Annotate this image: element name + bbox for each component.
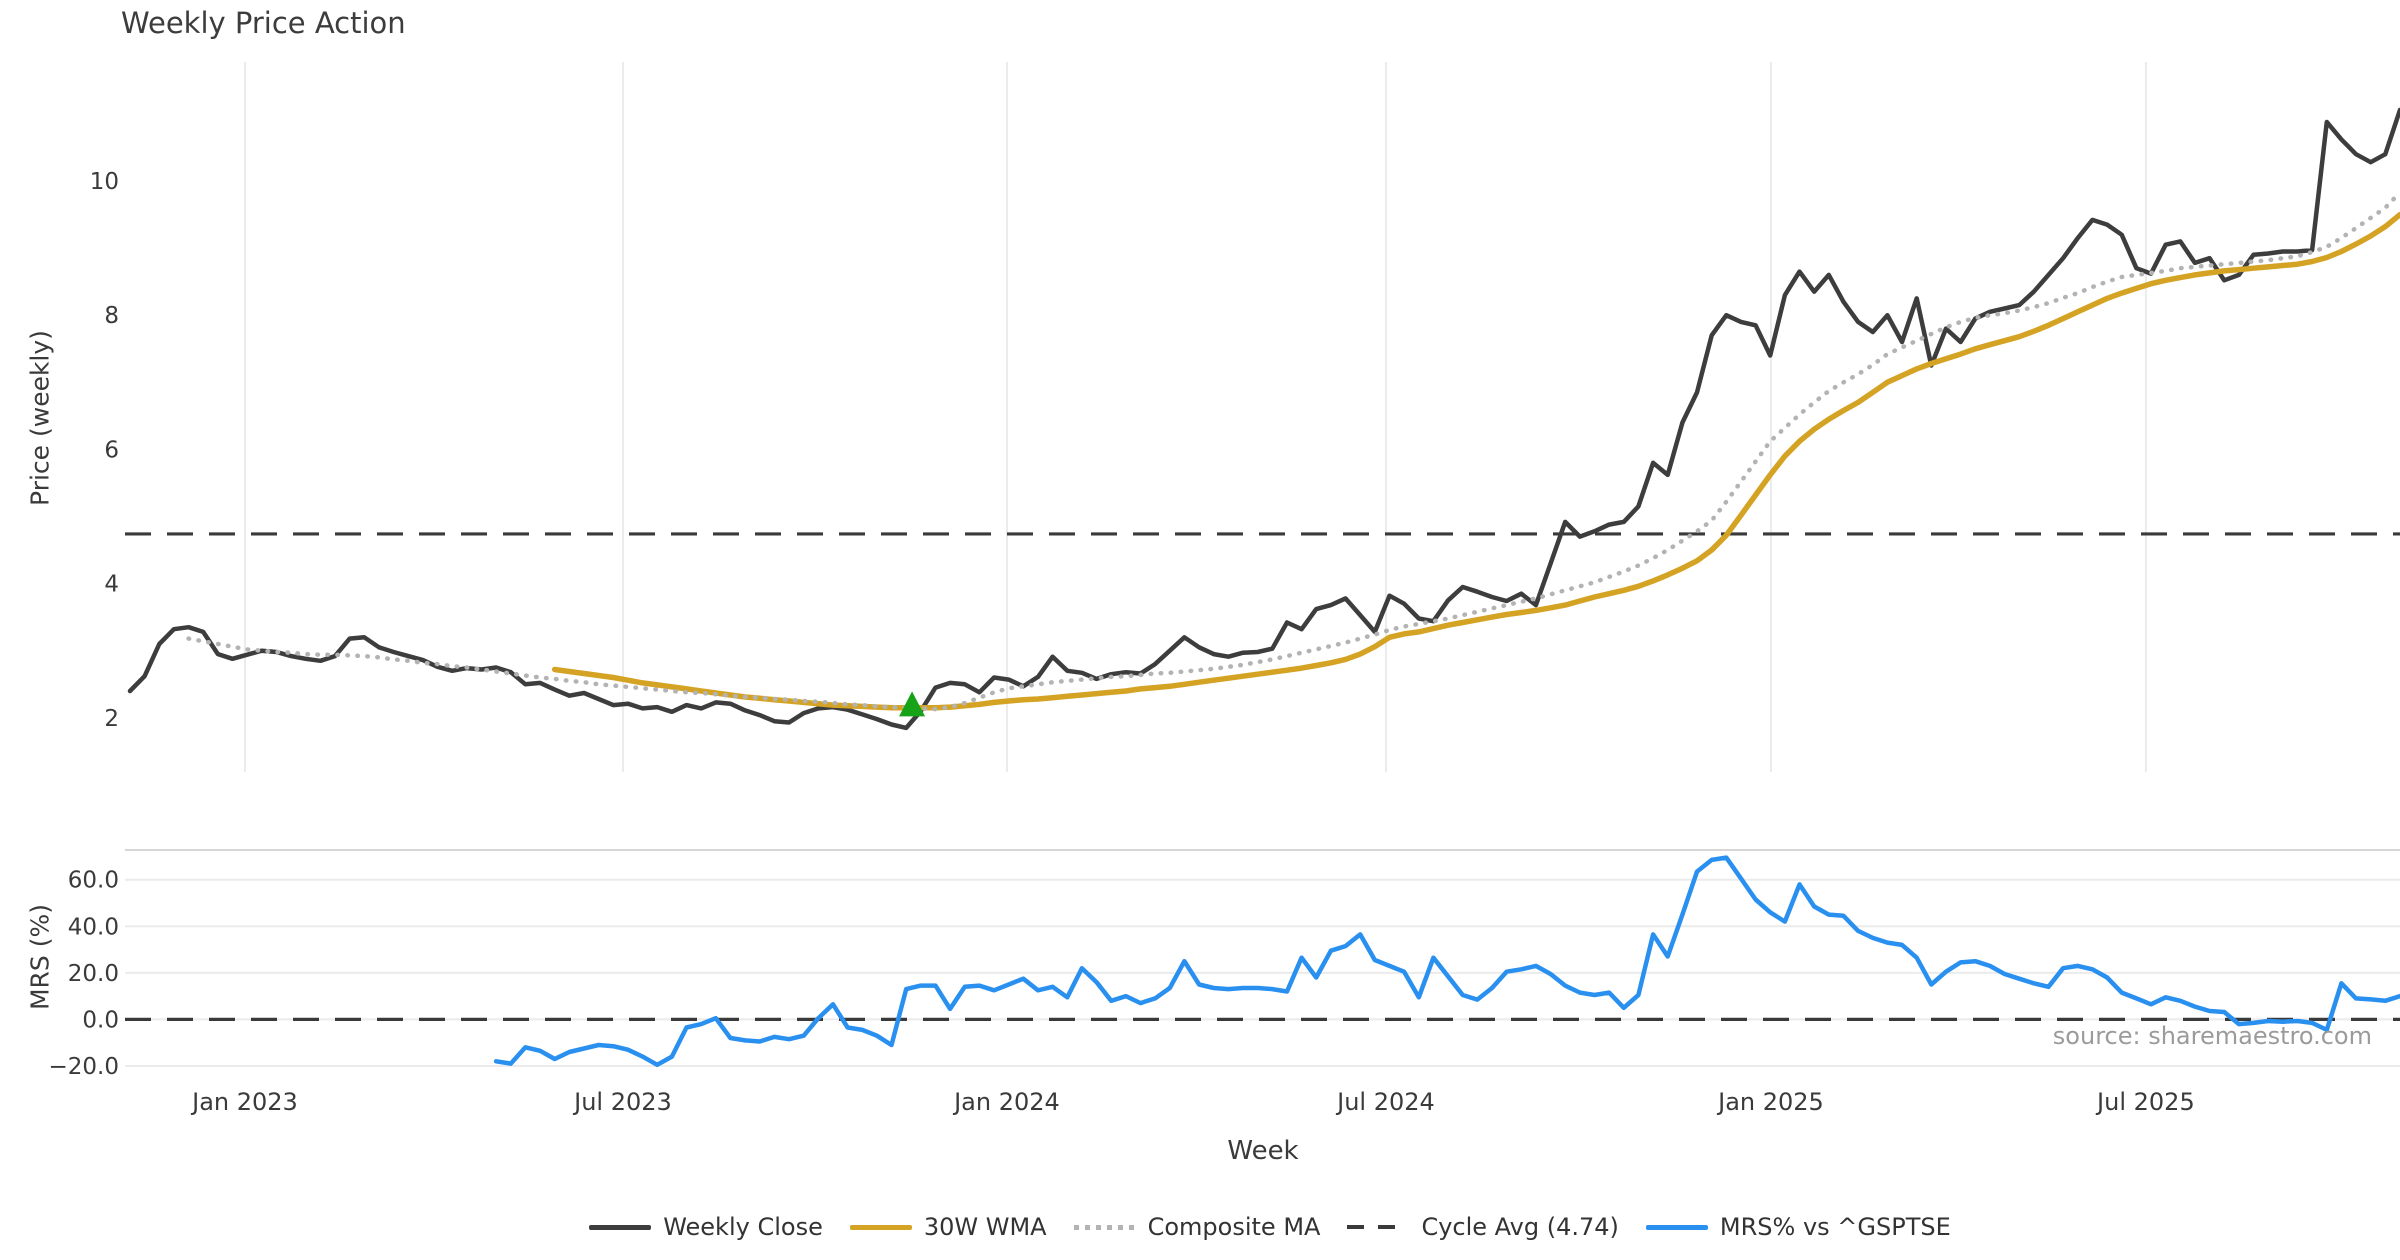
legend-item-30w-wma: 30W WMA: [849, 1213, 1047, 1241]
mrs-tick-label: 20.0: [68, 961, 119, 987]
composite-ma-swatch-icon: [1073, 1224, 1136, 1230]
buy-signal-marker-icon: [899, 691, 926, 717]
cycle-avg-swatch-icon: [1347, 1225, 1410, 1229]
legend-label: MRS% vs ^GSPTSE: [1719, 1213, 1951, 1241]
chart-title: Weekly Price Action: [121, 6, 406, 40]
wma-line: [551, 211, 2400, 711]
legend-label: Composite MA: [1147, 1213, 1321, 1241]
price-axis-label: Price (weekly): [25, 330, 55, 506]
mrs-tick-label: −20.0: [49, 1054, 119, 1080]
mrs-axis-label: MRS (%): [25, 903, 55, 1011]
x-tick-label: Jul 2025: [2095, 1088, 2195, 1116]
composite-ma-line: [186, 190, 2400, 712]
legend-item-mrs: MRS% vs ^GSPTSE: [1645, 1213, 1951, 1241]
legend: Weekly Close 30W WMA Composite MA Cycle …: [0, 1213, 2400, 1241]
mrs-line: [493, 855, 2400, 1068]
wma-swatch-icon: [849, 1224, 912, 1230]
x-tick-label: Jan 2024: [952, 1088, 1060, 1116]
weekly-close-line: [127, 107, 2400, 731]
legend-item-weekly-close: Weekly Close: [589, 1213, 823, 1241]
legend-label: 30W WMA: [923, 1213, 1047, 1241]
mrs-tick-label: 40.0: [68, 914, 119, 940]
source-note: source: sharemaestro.com: [2052, 1022, 2372, 1050]
x-tick-label: Jan 2023: [190, 1088, 298, 1116]
price-tick-label: 10: [90, 169, 119, 195]
mrs-tick-label: 60.0: [68, 868, 119, 894]
price-tick-label: 4: [104, 572, 119, 598]
x-axis-label: Week: [1227, 1136, 1299, 1166]
price-tick-label: 8: [104, 303, 119, 329]
x-tick-label: Jul 2023: [572, 1088, 672, 1116]
mrs-tick-label: 0.0: [82, 1007, 119, 1033]
legend-item-cycle-avg: Cycle Avg (4.74): [1347, 1213, 1619, 1241]
weekly-close-swatch-icon: [589, 1224, 652, 1230]
legend-item-composite-ma: Composite MA: [1073, 1213, 1321, 1241]
legend-label: Weekly Close: [663, 1213, 823, 1241]
x-tick-label: Jul 2024: [1335, 1088, 1435, 1116]
legend-label: Cycle Avg (4.74): [1421, 1213, 1619, 1241]
price-tick-label: 2: [104, 706, 119, 732]
price-tick-label: 6: [104, 437, 119, 463]
x-tick-label: Jan 2025: [1716, 1088, 1824, 1116]
mrs-swatch-icon: [1645, 1224, 1708, 1230]
